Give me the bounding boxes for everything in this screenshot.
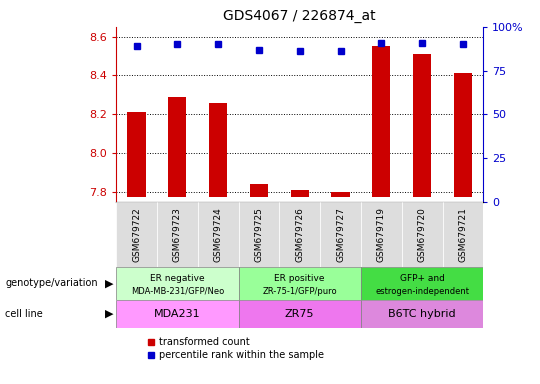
Text: GSM679724: GSM679724 — [214, 207, 222, 262]
Bar — [239, 267, 361, 300]
Text: ER positive: ER positive — [274, 274, 325, 283]
Bar — [168, 97, 186, 197]
Bar — [320, 202, 361, 267]
Text: cell line: cell line — [5, 309, 43, 319]
Text: GSM679727: GSM679727 — [336, 207, 345, 262]
Bar — [413, 54, 431, 197]
Bar — [361, 202, 402, 267]
Text: GSM679723: GSM679723 — [173, 207, 182, 262]
Text: ZR75: ZR75 — [285, 309, 314, 319]
Legend: transformed count, percentile rank within the sample: transformed count, percentile rank withi… — [148, 337, 323, 360]
Bar — [279, 202, 320, 267]
Bar — [402, 202, 442, 267]
Text: GSM679725: GSM679725 — [254, 207, 264, 262]
Text: genotype/variation: genotype/variation — [5, 278, 98, 288]
Bar — [239, 300, 361, 328]
Bar — [249, 184, 268, 197]
Text: ZR-75-1/GFP/puro: ZR-75-1/GFP/puro — [262, 287, 337, 296]
Bar — [127, 112, 146, 197]
Title: GDS4067 / 226874_at: GDS4067 / 226874_at — [224, 9, 376, 23]
Bar — [361, 300, 483, 328]
Text: GSM679722: GSM679722 — [132, 207, 141, 262]
Text: MDA231: MDA231 — [154, 309, 201, 319]
Bar — [454, 73, 472, 197]
Bar — [291, 190, 309, 197]
Text: estrogen-independent: estrogen-independent — [375, 287, 469, 296]
Bar — [239, 202, 279, 267]
Bar — [372, 46, 390, 197]
Bar — [361, 267, 483, 300]
Bar — [116, 267, 239, 300]
Text: GSM679720: GSM679720 — [417, 207, 427, 262]
Bar — [157, 202, 198, 267]
Bar — [198, 202, 239, 267]
Text: GSM679719: GSM679719 — [377, 207, 386, 262]
Text: ▶: ▶ — [105, 278, 113, 288]
Text: ▶: ▶ — [105, 309, 113, 319]
Text: MDA-MB-231/GFP/Neo: MDA-MB-231/GFP/Neo — [131, 287, 224, 296]
Bar — [442, 202, 483, 267]
Bar — [116, 202, 157, 267]
Bar — [209, 103, 227, 197]
Text: GFP+ and: GFP+ and — [400, 274, 444, 283]
Text: GSM679726: GSM679726 — [295, 207, 304, 262]
Bar — [332, 192, 350, 197]
Text: B6TC hybrid: B6TC hybrid — [388, 309, 456, 319]
Bar — [116, 300, 239, 328]
Text: ER negative: ER negative — [150, 274, 205, 283]
Text: GSM679721: GSM679721 — [458, 207, 468, 262]
